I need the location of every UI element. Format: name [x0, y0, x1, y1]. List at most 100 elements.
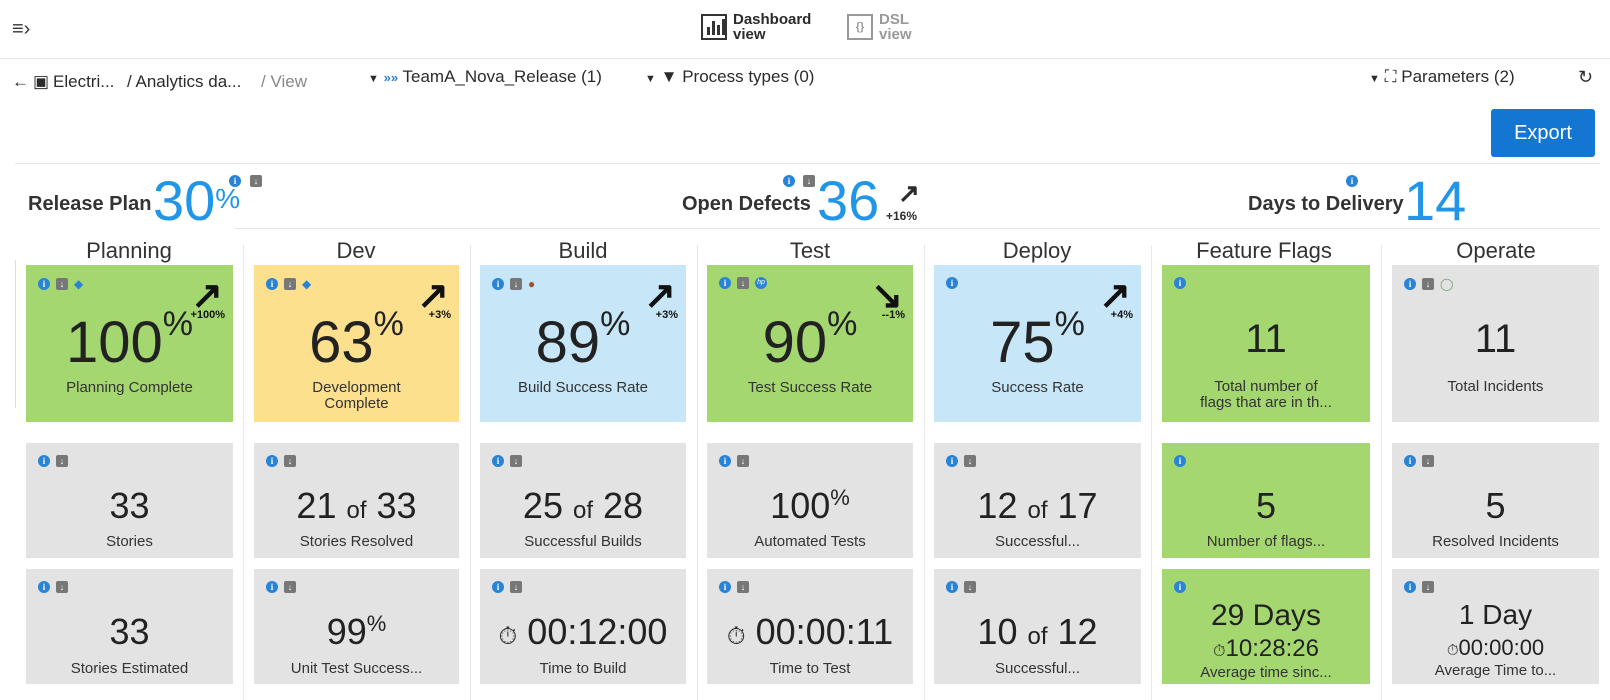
- download-icon[interactable]: ↓: [284, 581, 296, 593]
- stories-card[interactable]: i ↓ 33 Stories: [26, 443, 233, 558]
- info-icon[interactable]: i: [492, 455, 504, 467]
- deploy-successful-card[interactable]: i ↓ 12 of 17 Successful...: [934, 443, 1141, 558]
- info-icon[interactable]: i: [266, 455, 278, 467]
- test-success-value: 90%: [707, 305, 913, 376]
- time-to-build-card[interactable]: i ↓ ⏱ 00:12:00 Time to Build: [480, 569, 686, 684]
- resolved-incidents-card[interactable]: i ↓ 5 Resolved Incidents: [1392, 443, 1599, 558]
- info-icon[interactable]: i: [38, 455, 50, 467]
- successful-builds-value: 25 of 28: [480, 485, 686, 527]
- planning-complete-card[interactable]: i ↓ ◆ ↗ +100% 100% Planning Complete: [26, 265, 233, 422]
- download-icon[interactable]: ↓: [284, 278, 296, 290]
- stopwatch-icon: ⏱: [1446, 642, 1459, 659]
- info-icon[interactable]: i: [38, 581, 50, 593]
- info-icon[interactable]: i: [1174, 455, 1186, 467]
- info-icon[interactable]: i: [1174, 277, 1186, 289]
- bar-chart-icon: [701, 14, 727, 40]
- info-icon[interactable]: i: [719, 581, 731, 593]
- build-success-card[interactable]: i ↓ ● ↗ +3% 89% Build Success Rate: [480, 265, 686, 422]
- info-icon[interactable]: i: [229, 174, 241, 187]
- export-button[interactable]: Export: [1491, 109, 1595, 157]
- download-icon[interactable]: ↓: [1422, 581, 1434, 593]
- total-incidents-value: 11: [1474, 317, 1517, 361]
- info-icon[interactable]: i: [719, 277, 731, 289]
- download-icon[interactable]: ↓: [56, 581, 68, 593]
- download-icon[interactable]: ↓: [964, 581, 976, 593]
- info-icon[interactable]: i: [946, 277, 958, 289]
- download-icon[interactable]: ↓: [510, 455, 522, 467]
- download-icon[interactable]: ↓: [250, 174, 262, 187]
- menu-collapse-icon[interactable]: ≡›: [12, 18, 31, 40]
- average-time-to-sub: ⏱00:00:00: [1392, 635, 1599, 661]
- release-dropdown[interactable]: ▼ »» TeamA_Nova_Release (1): [368, 67, 602, 87]
- open-defects-label: Open Defects: [682, 193, 811, 215]
- download-icon[interactable]: ↓: [1422, 455, 1434, 467]
- successful-builds-label: Successful Builds: [524, 533, 642, 550]
- info-icon[interactable]: i: [1346, 174, 1358, 187]
- average-time-since-label: Average time sinc...: [1200, 664, 1332, 681]
- dsl-view-label-1: DSL: [879, 11, 909, 28]
- stories-resolved-card[interactable]: i ↓ 21 of 33 Stories Resolved: [254, 443, 459, 558]
- successful-builds-card[interactable]: i ↓ 25 of 28 Successful Builds: [480, 443, 686, 558]
- development-complete-card[interactable]: i ↓ ◆ ↗ +3% 63% Development Complete: [254, 265, 459, 422]
- time-to-test-card[interactable]: i ↓ ⏱ 00:00:11 Time to Test: [707, 569, 913, 684]
- average-time-since-card[interactable]: i 29 Days ⏱10:28:26 Average time sinc...: [1162, 569, 1370, 684]
- download-icon[interactable]: ↓: [737, 581, 749, 593]
- parameters-dropdown[interactable]: ▼ ⛶ Parameters (2): [1369, 67, 1515, 87]
- download-icon[interactable]: ↓: [56, 455, 68, 467]
- info-icon[interactable]: i: [946, 581, 958, 593]
- time-to-test-number: 00:00:11: [755, 611, 894, 652]
- info-icon[interactable]: i: [266, 278, 278, 290]
- refresh-icon[interactable]: ↻: [1578, 67, 1594, 87]
- info-icon[interactable]: i: [492, 581, 504, 593]
- breadcrumb-project[interactable]: Electri...: [53, 72, 115, 91]
- automated-tests-card[interactable]: i ↓ 100% Automated Tests: [707, 443, 913, 558]
- download-icon[interactable]: ↓: [510, 278, 522, 290]
- stories-estimated-label: Stories Estimated: [70, 660, 189, 677]
- download-icon[interactable]: ↓: [56, 278, 68, 290]
- of-text: of: [1027, 497, 1048, 524]
- deploy-successful-2-card[interactable]: i ↓ 10 of 12 Successful...: [934, 569, 1141, 684]
- dashboard-view-toggle[interactable]: Dashboard view: [701, 12, 811, 42]
- download-icon[interactable]: ↓: [510, 581, 522, 593]
- deploy-success-value: 75%: [934, 305, 1141, 376]
- download-icon[interactable]: ↓: [964, 455, 976, 467]
- number-of-flags-card[interactable]: i 5 Number of flags...: [1162, 443, 1370, 558]
- total-flags-card[interactable]: i 11 Total number of flags that are in t…: [1162, 265, 1370, 422]
- process-types-filter[interactable]: ▼ ▼ Process types (0): [645, 67, 814, 87]
- info-icon[interactable]: i: [492, 278, 504, 290]
- dashboard-view-label-1: Dashboard: [733, 11, 812, 28]
- column-divider: [697, 245, 698, 700]
- stories-estimated-card[interactable]: i ↓ 33 Stories Estimated: [26, 569, 233, 684]
- total-flags-label-2: flags that are in th...: [1200, 394, 1332, 411]
- back-arrow-icon[interactable]: ←: [12, 72, 29, 91]
- deploy-success-card[interactable]: i ↗ +4% 75% Success Rate: [934, 265, 1141, 422]
- download-icon[interactable]: ↓: [737, 455, 749, 467]
- average-time-to-card[interactable]: i ↓ 1 Day ⏱00:00:00 Average Time to...: [1392, 569, 1599, 684]
- unit-test-success-card[interactable]: i ↓ 99% Unit Test Success...: [254, 569, 459, 684]
- download-icon[interactable]: ↓: [1422, 278, 1434, 290]
- info-icon[interactable]: i: [1404, 278, 1416, 290]
- deploy-delta: +4%: [1110, 309, 1133, 321]
- info-icon[interactable]: i: [38, 278, 50, 290]
- info-icon[interactable]: i: [783, 174, 795, 187]
- build-delta: +3%: [655, 309, 678, 321]
- info-icon[interactable]: i: [1404, 581, 1416, 593]
- dev-unit: %: [373, 305, 404, 343]
- info-icon[interactable]: i: [1174, 581, 1186, 593]
- breadcrumb-dashboard[interactable]: / Analytics da...: [127, 72, 242, 91]
- download-icon[interactable]: ↓: [737, 277, 749, 289]
- info-icon[interactable]: i: [266, 581, 278, 593]
- column-divider: [243, 245, 244, 700]
- info-icon[interactable]: i: [719, 455, 731, 467]
- planning-unit: %: [162, 305, 193, 343]
- unit-test-success-value: 99%: [254, 611, 459, 653]
- total-incidents-card[interactable]: i ↓ ◯ 11 Total Incidents: [1392, 265, 1599, 422]
- open-defects-value: 36: [817, 169, 880, 232]
- info-icon[interactable]: i: [946, 455, 958, 467]
- test-success-card[interactable]: i ↓ hp ↘ --1% 90% Test Success Rate: [707, 265, 913, 422]
- info-icon[interactable]: i: [1404, 455, 1416, 467]
- download-icon[interactable]: ↓: [803, 174, 815, 187]
- stopwatch-icon: ⏱: [726, 623, 746, 650]
- download-icon[interactable]: ↓: [284, 455, 296, 467]
- dsl-view-toggle[interactable]: {} DSL view: [847, 12, 912, 42]
